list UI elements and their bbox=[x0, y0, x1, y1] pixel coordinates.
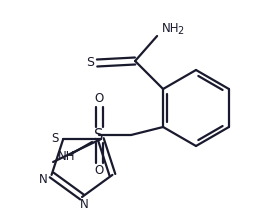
Text: N: N bbox=[80, 198, 88, 211]
Text: O: O bbox=[94, 93, 104, 105]
Text: NH: NH bbox=[162, 21, 180, 34]
Text: NH: NH bbox=[58, 151, 76, 164]
Text: S: S bbox=[86, 57, 94, 69]
Text: 2: 2 bbox=[177, 26, 183, 36]
Text: S: S bbox=[94, 128, 104, 143]
Text: S: S bbox=[52, 132, 59, 145]
Text: O: O bbox=[94, 164, 104, 177]
Text: N: N bbox=[39, 173, 48, 186]
